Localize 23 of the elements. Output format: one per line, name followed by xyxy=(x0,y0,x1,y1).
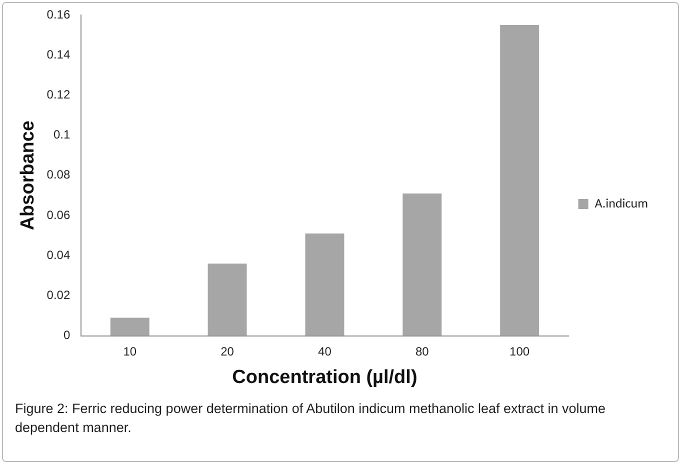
y-tick-label: 0.02 xyxy=(46,288,70,302)
y-tick-label: 0.14 xyxy=(46,47,70,62)
x-tick-label: 10 xyxy=(123,344,137,358)
y-tick-label: 0.1 xyxy=(53,128,70,142)
x-tick-label: 20 xyxy=(220,344,234,358)
bar xyxy=(402,193,442,336)
x-axis-title: Concentration (µl/dl) xyxy=(232,366,418,388)
x-tick-label: 100 xyxy=(510,344,530,358)
y-tick-label: 0.12 xyxy=(46,88,70,102)
x-tick-label: 80 xyxy=(415,344,430,358)
bar xyxy=(110,318,150,336)
y-tick-label: 0.16 xyxy=(46,7,70,22)
y-tick-label: 0 xyxy=(63,328,70,342)
y-axis-title: Absorbance xyxy=(18,120,39,230)
x-tick-label: 40 xyxy=(318,344,332,358)
y-tick-label: 0.04 xyxy=(46,248,70,262)
legend-label: A.indicum xyxy=(594,196,648,212)
y-tick-label: 0.06 xyxy=(46,208,70,222)
bar xyxy=(208,264,247,336)
y-tick-label: 0.08 xyxy=(46,168,70,182)
bar xyxy=(500,25,540,336)
caption: Figure 2: Ferric reducing power determination of Abutilon indicum methanolic leaf extract in volume dependent manner. xyxy=(15,400,607,437)
bar xyxy=(305,234,344,336)
